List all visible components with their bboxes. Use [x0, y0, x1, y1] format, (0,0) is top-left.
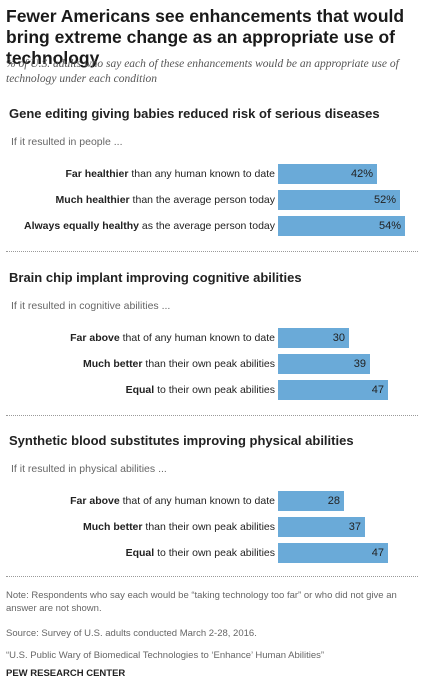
pew-credit: PEW RESEARCH CENTER: [6, 668, 126, 679]
bar: [278, 216, 405, 236]
category-label: Much better than their own peak abilitie…: [83, 354, 275, 374]
category-label-rest: that of any human known to date: [119, 495, 275, 507]
panel-condition: If it resulted in physical abilities ...: [11, 463, 167, 475]
data-label: 30: [332, 332, 345, 344]
panel-title: Brain chip implant improving cognitive a…: [9, 270, 302, 285]
data-label: 52%: [373, 194, 396, 206]
bar: [278, 491, 344, 511]
bar: [278, 543, 388, 563]
category-label-rest: than their own peak abilities: [142, 358, 275, 370]
panel-title: Synthetic blood substitutes improving ph…: [9, 433, 354, 448]
source-text: Source: Survey of U.S. adults conducted …: [6, 628, 257, 639]
data-label: 42%: [350, 168, 373, 180]
category-label-rest: to their own peak abilities: [154, 384, 275, 396]
data-label: 28: [327, 495, 340, 507]
panel-condition: If it resulted in people ...: [11, 136, 123, 148]
bar: [278, 354, 370, 374]
panel-divider: [6, 251, 418, 252]
category-label-bold: Much better: [82, 521, 143, 533]
data-label: 54%: [378, 220, 401, 232]
category-label-bold: Far above: [70, 495, 120, 507]
category-label-rest: to their own peak abilities: [154, 547, 275, 559]
panel-condition: If it resulted in cognitive abilities ..…: [11, 300, 171, 312]
bar: [278, 380, 388, 400]
category-label: Much better than their own peak abilitie…: [83, 517, 275, 537]
category-label-bold: Equal: [125, 384, 155, 396]
note-text: Note: Respondents who say each would be …: [6, 590, 397, 614]
category-label: Much healthier than the average person t…: [56, 190, 275, 210]
report-title: “U.S. Public Wary of Biomedical Technolo…: [6, 650, 325, 661]
category-label: Equal to their own peak abilities: [126, 543, 275, 563]
bar: [278, 164, 377, 184]
category-label-rest: as the average person today: [138, 220, 275, 232]
category-label: Equal to their own peak abilities: [126, 380, 275, 400]
category-label-bold: Much healthier: [55, 194, 130, 206]
category-label-rest: that of any human known to date: [119, 332, 275, 344]
category-label: Always equally healthy as the average pe…: [24, 216, 275, 236]
chart-subtitle: % of U.S. adults who say each of these e…: [6, 58, 399, 85]
category-label-rest: than the average person today: [129, 194, 275, 206]
chart-title: Fewer Americans see enhancements that wo…: [6, 6, 405, 68]
category-label: Far above that of any human known to dat…: [70, 328, 275, 348]
data-label: 47: [371, 384, 384, 396]
bar: [278, 190, 400, 210]
data-label: 47: [371, 547, 384, 559]
panel-title: Gene editing giving babies reduced risk …: [9, 106, 380, 121]
category-label-bold: Far healthier: [65, 168, 129, 180]
category-label-rest: than any human known to date: [128, 168, 275, 180]
category-label-bold: Far above: [70, 332, 120, 344]
panel-divider: [6, 576, 418, 577]
data-label: 37: [348, 521, 361, 533]
category-label: Far above that of any human known to dat…: [70, 491, 275, 511]
category-label: Far healthier than any human known to da…: [65, 164, 275, 184]
bar: [278, 517, 365, 537]
data-label: 39: [353, 358, 366, 370]
category-label-rest: than their own peak abilities: [142, 521, 275, 533]
category-label-bold: Much better: [82, 358, 143, 370]
category-label-bold: Always equally healthy: [24, 220, 139, 232]
category-label-bold: Equal: [125, 547, 155, 559]
panel-divider: [6, 415, 418, 416]
bar: [278, 328, 349, 348]
